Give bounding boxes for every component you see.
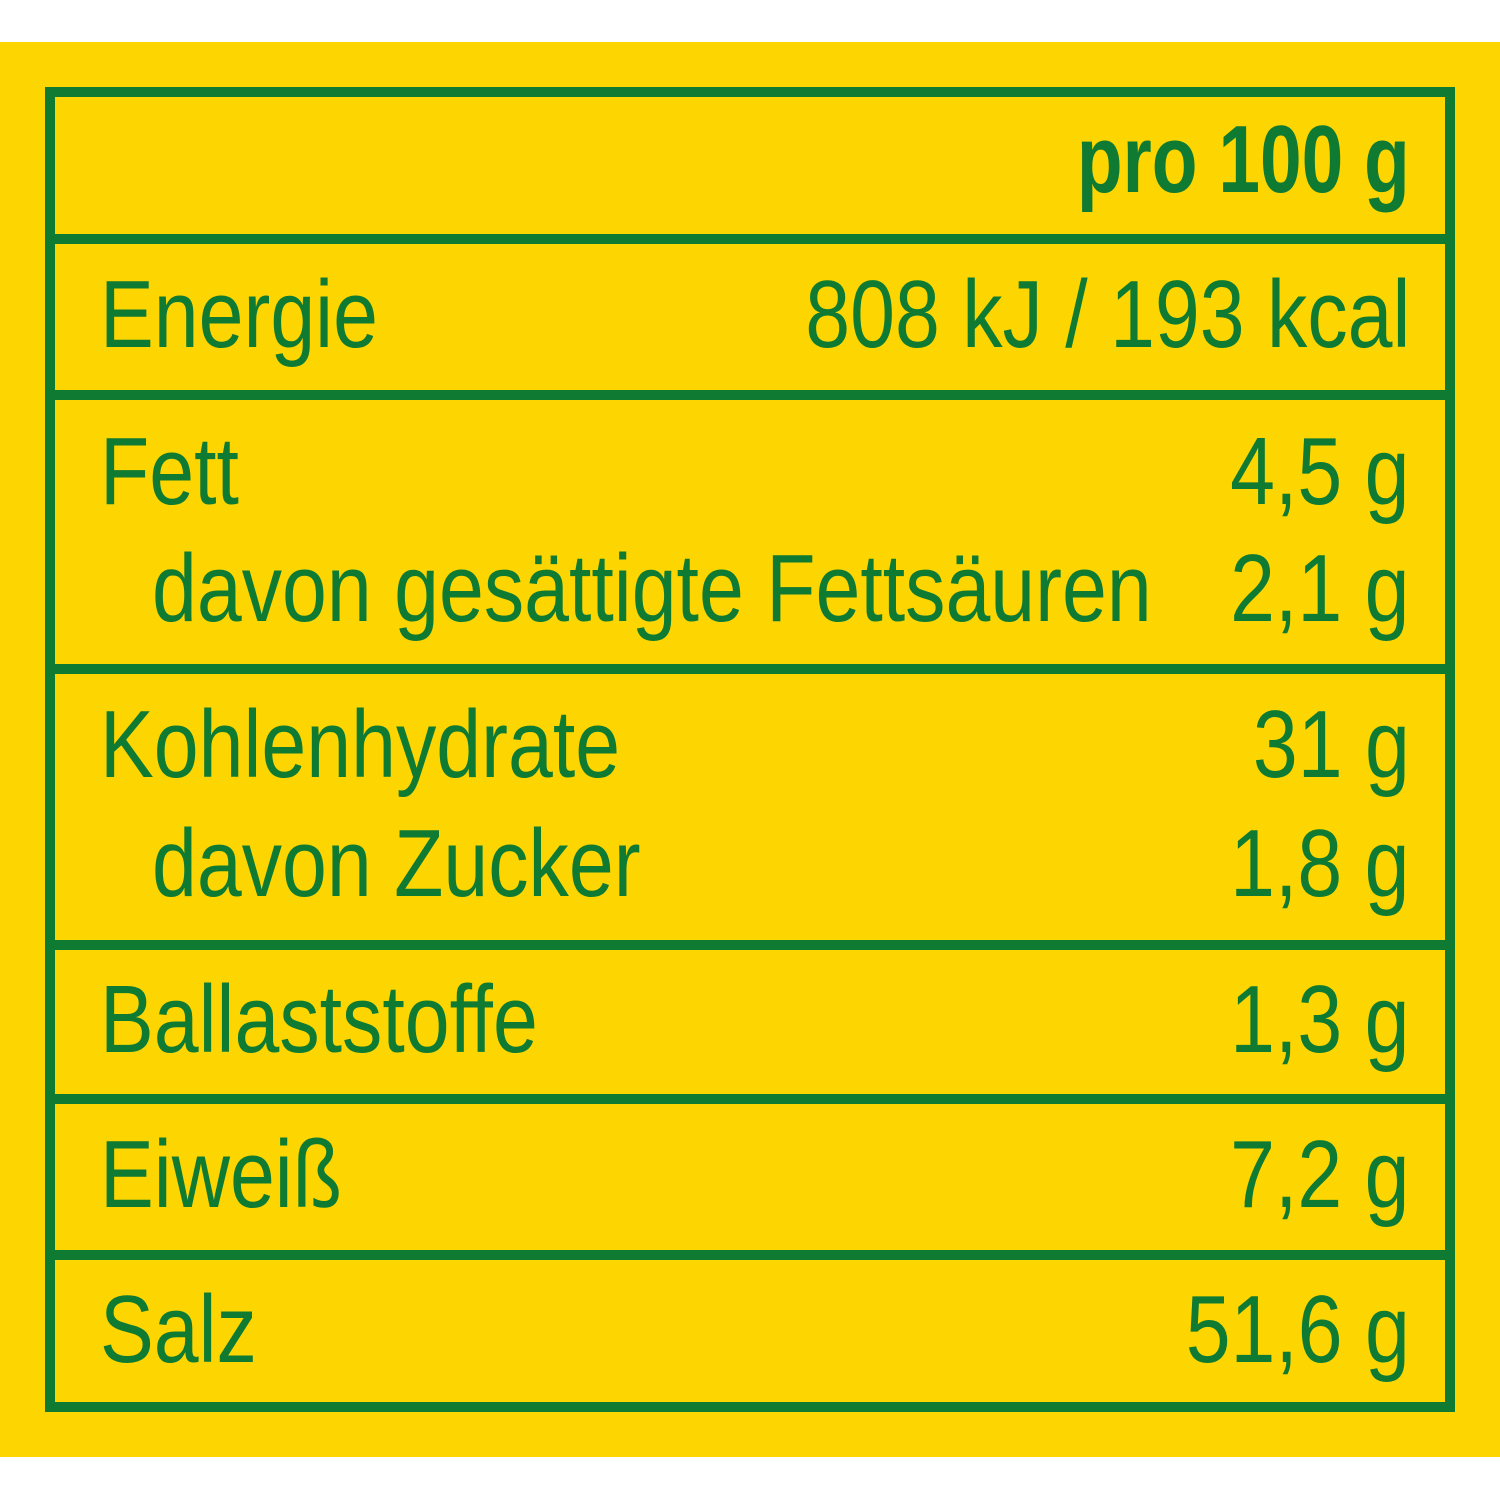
per-100g-header: pro 100 g [1077,106,1410,213]
saturated-fat-label: davon gesättigte Fettsäuren [152,535,1152,642]
fibre-label: Ballaststoffe [100,966,538,1073]
carbohydrates-value: 31 g [1253,691,1410,798]
fat-label: Fett [100,418,239,525]
row-divider [45,1094,1455,1104]
row-divider [45,940,1455,950]
label-background [0,42,1500,1457]
row-divider [45,390,1455,400]
energy-value: 808 kJ / 193 kcal [804,261,1410,368]
energy-label: Energie [100,261,378,368]
fibre-value: 1,3 g [1230,966,1410,1073]
salt-label: Salz [100,1276,257,1383]
sugar-value: 1,8 g [1230,810,1410,917]
nutrition-table-frame [45,87,1455,1412]
saturated-fat-value: 2,1 g [1230,535,1410,642]
protein-value: 7,2 g [1230,1121,1410,1228]
protein-label: Eiweiß [100,1121,342,1228]
row-divider [45,1250,1455,1260]
carbohydrates-label: Kohlenhydrate [100,691,621,798]
salt-value: 51,6 g [1185,1276,1410,1383]
sugar-label: davon Zucker [152,810,641,917]
row-divider [45,234,1455,244]
fat-value: 4,5 g [1230,418,1410,525]
row-divider [45,664,1455,674]
